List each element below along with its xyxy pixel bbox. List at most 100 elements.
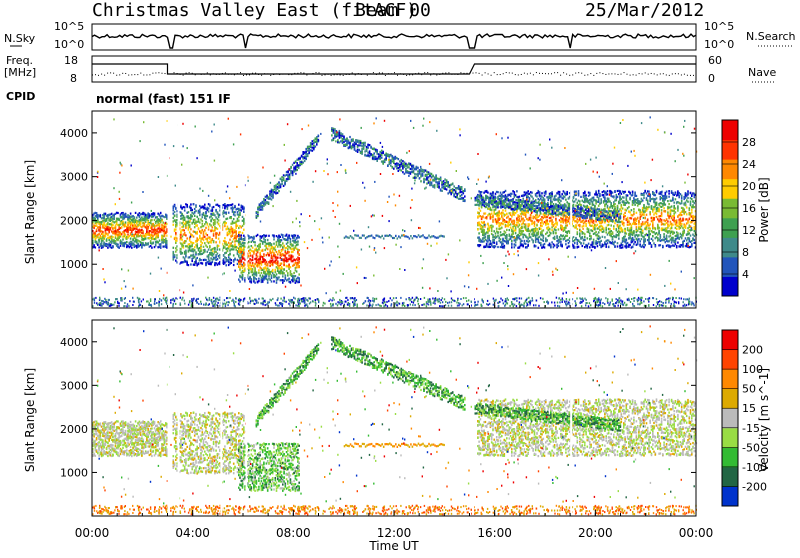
power-cell [160, 246, 162, 248]
power-cell [243, 211, 245, 213]
power-cell [191, 260, 193, 262]
power-cell [486, 243, 488, 245]
nave-point [566, 74, 567, 75]
nave-point [460, 72, 461, 73]
power-cell [541, 192, 543, 194]
power-cell [204, 249, 206, 251]
power-cell [636, 195, 638, 197]
power-cell [505, 231, 507, 233]
nave-point [261, 75, 262, 76]
nave-point [470, 72, 471, 73]
power-cell [106, 240, 108, 242]
power-cell [266, 261, 268, 263]
power-cell [283, 245, 285, 247]
nave-point [639, 73, 640, 74]
power-cell [585, 225, 587, 227]
power-cell [198, 227, 200, 229]
nave-point [110, 72, 111, 73]
power-cell [633, 239, 635, 241]
power-cell [298, 273, 300, 275]
power-cell [273, 243, 275, 245]
power-cell [238, 227, 240, 229]
power-cell [297, 243, 299, 245]
power-cell [507, 216, 509, 218]
power-cell [243, 253, 245, 255]
power-cell [218, 216, 220, 218]
power-cell [535, 245, 537, 247]
power-cell [618, 234, 620, 236]
power-cell [234, 214, 236, 216]
power-cell [223, 258, 225, 260]
power-cell [267, 282, 269, 284]
power-cell [521, 226, 523, 228]
power-cell [578, 194, 580, 196]
power-cell [293, 264, 295, 266]
power-cell [134, 217, 136, 219]
power-cell [618, 237, 620, 239]
power-cell [543, 237, 545, 239]
power-cell [530, 217, 532, 219]
nave-point [249, 74, 250, 75]
power-cell [604, 236, 606, 238]
power-cell [163, 222, 165, 224]
nave-point [195, 74, 196, 75]
power-cell [121, 233, 123, 235]
power-cell [553, 231, 555, 233]
power-cell [98, 241, 100, 243]
power-cell [491, 209, 493, 211]
power-cell [500, 192, 502, 194]
nave-point [367, 75, 368, 76]
power-cell [614, 245, 616, 247]
power-cell [184, 206, 186, 208]
power-cell [550, 198, 552, 200]
nave-point [554, 72, 555, 73]
power-cell [234, 205, 236, 207]
power-cell [556, 224, 558, 226]
power-cell [621, 213, 623, 215]
power-cell [241, 234, 243, 236]
power-cell [290, 281, 292, 283]
nave-point [243, 75, 244, 76]
power-cell [543, 229, 545, 231]
power-cell [298, 236, 300, 238]
power-cell [575, 224, 577, 226]
power-cell [574, 246, 576, 248]
nave-point [406, 75, 407, 76]
power-cell [579, 219, 581, 221]
power-cell [624, 204, 626, 206]
power-cell [239, 269, 241, 271]
power-cell [198, 263, 200, 265]
power-cell [199, 213, 201, 215]
power-cell [522, 198, 524, 200]
power-cell [189, 231, 191, 233]
power-cell [529, 240, 531, 242]
nave-point [427, 72, 428, 73]
power-cell [272, 250, 274, 252]
power-cell [175, 232, 177, 234]
power-cell [233, 264, 235, 266]
power-cell [614, 241, 616, 243]
power-cell [605, 229, 607, 231]
power-cell [621, 210, 623, 212]
power-cell [204, 204, 206, 206]
power-cell [135, 212, 137, 214]
power-cell [235, 227, 237, 229]
power-cell [495, 245, 497, 247]
power-cell [191, 209, 193, 211]
nave-point [669, 75, 670, 76]
power-cell [564, 229, 566, 231]
power-cell [205, 218, 207, 220]
power-cell [252, 247, 254, 249]
nave-point [551, 73, 552, 74]
power-cell [616, 194, 618, 196]
power-cell [248, 272, 250, 274]
power-cell [214, 214, 216, 216]
power-cell [538, 247, 540, 249]
power-cell [628, 202, 630, 204]
power-cell [181, 239, 183, 241]
power-cell [293, 237, 295, 239]
power-cell [253, 238, 255, 240]
power-cell [194, 246, 196, 248]
power-cell [285, 274, 287, 276]
nave-point [521, 74, 522, 75]
